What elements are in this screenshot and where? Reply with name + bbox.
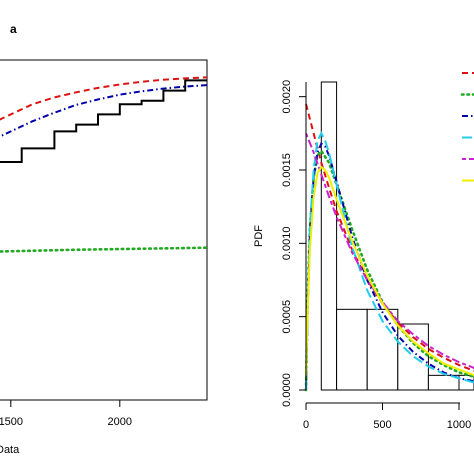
x-axis-title-a: Data: [0, 444, 20, 456]
y-axis-title-b: PDF: [253, 225, 265, 247]
plot-frame-a: [0, 59, 208, 401]
series-group-a: [0, 76, 209, 253]
legend: [460, 72, 474, 182]
series-a-1: [0, 76, 208, 121]
histogram-bars: [320, 81, 474, 391]
series-b-5: [305, 165, 474, 377]
x-ticks-a: 1500 2000: [0, 400, 132, 428]
y-tick-label-b-0: 0.0000: [281, 373, 293, 407]
x-tick-label-a-1: 2000: [108, 416, 132, 428]
series-b-3: [305, 131, 474, 391]
x-tick-label-b-1: 500: [373, 419, 391, 431]
x-tick-label-b-2: 1000: [447, 419, 471, 431]
y-tick-label-b-1: 0.0005: [281, 300, 293, 334]
series-b-0: [305, 103, 474, 372]
panel-a: a 1500 2000 Data: [0, 22, 209, 456]
y-tick-label-b-4: 0.0020: [281, 80, 293, 114]
series-a-2: [0, 84, 208, 138]
x-ticks-b: 0 500 1000: [303, 403, 471, 431]
y-tick-label-b-3: 0.0015: [281, 153, 293, 187]
histogram-bar-2: [336, 308, 368, 391]
series-a-3: [0, 246, 209, 253]
y-ticks-b: 0.0000 0.0005 0.0010 0.0015 0.0020: [281, 80, 306, 407]
x-tick-label-b-0: 0: [303, 419, 309, 431]
series-group-b: [304, 103, 474, 392]
series-a-0: [0, 79, 207, 163]
series-b-4: [305, 132, 474, 369]
histogram-bar-4: [397, 323, 429, 391]
histogram-bar-1: [320, 81, 338, 391]
panel-label-a: a: [10, 22, 17, 36]
x-tick-label-a-0: 1500: [0, 416, 23, 428]
y-tick-label-b-2: 0.0010: [281, 227, 293, 261]
